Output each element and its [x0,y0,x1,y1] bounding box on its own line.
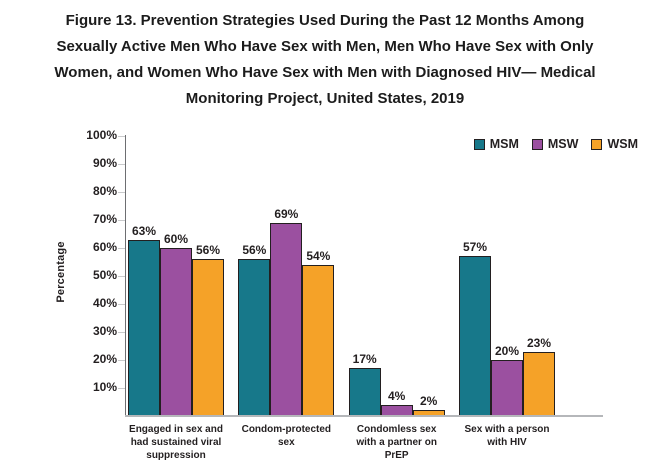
y-tick-mark-100 [118,136,125,137]
bar-wsm-3 [522,351,555,416]
bar-value-label-msm-2: 17% [352,352,377,367]
bar-msm-3 [458,256,491,416]
bar-value-label-msw-2: 4% [387,388,406,403]
y-tick-mark-70 [118,220,125,221]
y-tick-label-10: 10% [92,380,117,394]
bar-value-label-wsm-2: 2% [419,394,438,409]
x-axis-line [125,415,603,417]
y-tick-mark-50 [118,276,125,277]
bar-col-msm-3: 57% [458,136,491,416]
bar-msw-0 [160,248,192,416]
bar-col-msw-2: 4% [380,136,413,416]
y-tick-label-30: 30% [92,324,117,338]
y-tick-label-50: 50% [92,268,117,282]
y-tick-mark-10 [118,388,125,389]
y-tick-mark-80 [118,192,125,193]
legend-marker-msm [473,138,485,150]
bar-col-msm-0: 63% [128,136,160,416]
y-tick-label-40: 40% [92,296,117,310]
bar-msw-1 [270,222,303,416]
bar-col-msm-1: 56% [238,136,271,416]
chart-area: Percentage 10% 20% 30% 40% 50% 60% 70% 80% 90% 10… [0,120,650,473]
bar-group-2: 17% 4% 2% [348,136,445,416]
y-tick-mark-20 [118,360,125,361]
bar-group-3: 57% 20% 23% [458,136,555,416]
bar-col-wsm-3: 23% [522,136,555,416]
y-tick-mark-40 [118,304,125,305]
x-category-cell-3: Sex with a person with HIV [459,423,555,467]
bar-col-msw-1: 69% [270,136,303,416]
y-tick-mark-90 [118,164,125,165]
y-axis-label: Percentage [55,241,67,303]
legend-marker-msw [531,138,543,150]
legend-label-msw: MSW [547,137,579,151]
bar-col-wsm-1: 54% [302,136,335,416]
bar-msw-2 [380,404,413,416]
y-tick-mark-30 [118,332,125,333]
bar-msm-1 [238,259,271,416]
bar-value-label-wsm-3: 23% [526,335,551,350]
y-tick-label-80: 80% [92,184,117,198]
bar-value-label-msm-0: 63% [131,223,157,238]
bar-msm-0 [128,239,160,416]
y-tick-label-90: 90% [92,156,117,170]
bar-value-label-msm-3: 57% [462,240,487,255]
bar-value-label-msw-3: 20% [494,344,519,358]
y-tick-label-100: 100% [86,128,117,142]
legend-label-msm: MSM [489,137,519,151]
bar-wsm-2 [412,410,445,416]
x-category-label-1: Condom-protected sex [241,424,332,448]
x-axis-labels: Engaged in sex and had sustained viral s… [125,423,602,467]
legend-marker-wsm [591,138,603,150]
bar-group-0: 63% 60% 56% [128,136,224,416]
y-tick-label-70: 70% [92,212,117,226]
bar-wsm-0 [192,259,224,416]
bar-group-1: 56% 69% 54% [238,136,335,416]
bar-msw-3 [490,360,523,416]
bar-col-msw-0: 60% [160,136,192,416]
bar-col-msw-3: 20% [490,136,523,416]
bar-wsm-1 [302,264,335,416]
bar-value-label-wsm-0: 56% [195,243,221,258]
legend: MSM MSW WSM [473,137,638,151]
x-category-label-2: Condomless sex with a partner on PrEP [356,424,437,461]
y-tick-label-60: 60% [92,240,117,254]
bar-col-wsm-2: 2% [412,136,445,416]
bar-value-label-wsm-1: 54% [306,248,331,263]
bar-value-label-msw-1: 69% [274,206,299,221]
legend-label-wsm: WSM [607,137,638,151]
y-axis-line [125,135,126,416]
legend-item-msw: MSW [531,137,579,151]
bar-col-wsm-0: 56% [192,136,224,416]
bar-value-label-msm-1: 56% [242,243,267,258]
x-category-cell-2: Condomless sex with a partner on PrEP [349,423,445,467]
bar-col-msm-2: 17% [348,136,381,416]
plot-area: 63% 60% 56% 56% 69% 54% 17% 4% 2% 57% 20% 23% [125,136,602,416]
y-tick-mark-60 [118,248,125,249]
x-category-label-3: Sex with a person with HIV [464,424,550,448]
legend-item-wsm: WSM [591,137,638,151]
legend-item-msm: MSM [473,137,519,151]
x-category-cell-1: Condom-protected sex [238,423,334,467]
bar-value-label-msw-0: 60% [163,232,189,246]
figure-title: Figure 13. Prevention Strategies Used Du… [54,12,596,107]
x-category-cell-0: Engaged in sex and had sustained viral s… [128,423,224,467]
x-category-label-0: Engaged in sex and had sustained viral s… [129,424,223,461]
bar-msm-2 [348,368,381,416]
y-tick-label-20: 20% [92,352,117,366]
